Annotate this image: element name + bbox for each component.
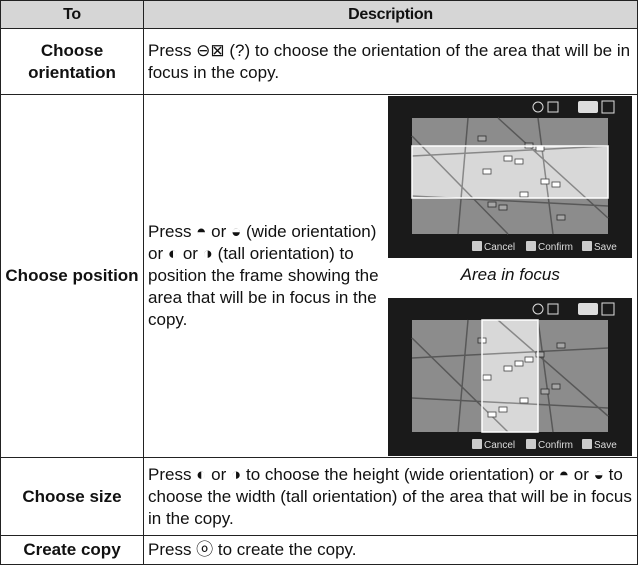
car (519, 191, 529, 198)
dim (412, 320, 483, 432)
street (412, 397, 609, 409)
car (514, 158, 524, 165)
street (537, 319, 554, 433)
car (556, 214, 566, 221)
row: Create copy Press ⓞ to create the copy. (0, 535, 638, 565)
icon (532, 303, 544, 315)
row-cell: Press ◓ or ◒ (wide orientation) or ◐ or … (143, 94, 638, 458)
icon (601, 302, 615, 316)
dim (412, 198, 609, 234)
camera-screen: Cancel Confirm Save (388, 96, 633, 258)
car (487, 411, 497, 418)
car (540, 388, 550, 395)
button-label: Save (594, 242, 617, 253)
button-label: Confirm (538, 440, 573, 451)
car (556, 342, 566, 349)
car (540, 178, 550, 185)
row-label: Create copy (0, 535, 144, 565)
row: Choose orientation Press ⊖⊠ (?) to choos… (0, 28, 638, 95)
button-icon (526, 439, 537, 449)
row-text: Press ⓞ to create the copy. (143, 535, 638, 565)
row: Choose size Press ◐ or ◑ to choose the h… (0, 457, 638, 536)
screens: Cancel Confirm Save Area in focus Cancel Co… (388, 96, 633, 456)
map (412, 320, 609, 432)
dim (412, 118, 609, 146)
button-icon (526, 241, 537, 251)
street (411, 135, 509, 235)
street (497, 319, 609, 417)
button-label: Cancel (484, 242, 515, 253)
icon (547, 101, 559, 113)
map (412, 118, 609, 234)
icon (532, 101, 544, 113)
button-label: Confirm (538, 242, 573, 253)
row: Choose position Press ◓ or ◒ (wide orien… (0, 94, 638, 458)
car (477, 135, 487, 142)
car (551, 181, 561, 188)
button-icon (472, 241, 483, 251)
street (412, 145, 609, 157)
row-text: Press ◐ or ◑ to choose the height (wide … (143, 457, 638, 536)
icon (578, 101, 599, 113)
header-cell: Description (143, 0, 638, 29)
street (537, 117, 554, 235)
car (487, 201, 497, 208)
camera-screen: Cancel Confirm Save (388, 298, 633, 456)
button-icon (582, 241, 593, 251)
header-row: To Description (0, 0, 638, 29)
focus-frame (411, 145, 609, 199)
car (482, 168, 492, 175)
street (497, 117, 609, 219)
row-text: Press ⊖⊠ (?) to choose the orientation o… (143, 28, 638, 95)
button-icon (582, 439, 593, 449)
car (498, 406, 508, 413)
dim (538, 320, 609, 432)
row-label: Choose position (0, 94, 144, 458)
car (519, 397, 529, 404)
header-cell: To (0, 0, 144, 29)
button-icon (472, 439, 483, 449)
button-label: Cancel (484, 440, 515, 451)
car (503, 365, 513, 372)
caption: Area in focus (460, 265, 560, 284)
icon (547, 303, 559, 315)
row-text: Press ◓ or ◒ (wide orientation) or ◐ or … (148, 222, 379, 329)
car (482, 374, 492, 381)
car (524, 356, 534, 363)
car (503, 155, 513, 162)
car (535, 351, 545, 358)
car (514, 360, 524, 367)
car (498, 204, 508, 211)
icon (578, 303, 599, 315)
icon (601, 100, 615, 114)
street (457, 117, 469, 235)
button-label: Save (594, 440, 617, 451)
car (551, 383, 561, 390)
position-content: Press ◓ or ◒ (wide orientation) or ◐ or … (148, 95, 633, 457)
row-label: Choose orientation (0, 28, 144, 95)
street (457, 319, 469, 433)
focus-frame (481, 319, 539, 433)
row-label: Choose size (0, 457, 144, 536)
street (412, 347, 609, 359)
